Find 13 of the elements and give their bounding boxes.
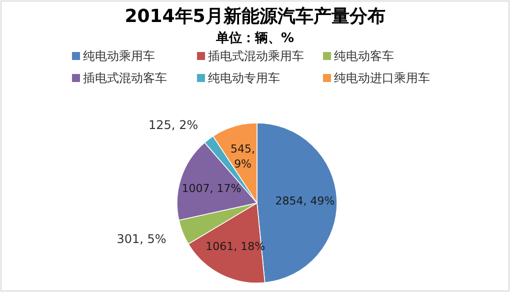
- data-label: 2854, 49%: [275, 194, 335, 208]
- data-label: 301, 5%: [116, 232, 166, 246]
- legend-label: 纯电动专用车: [208, 71, 280, 85]
- legend-label: 纯电动进口乘用车: [334, 71, 430, 85]
- chart-title: 2014年5月新能源汽车产量分布: [124, 6, 386, 27]
- data-label: 545, 9%: [230, 142, 256, 170]
- chart-subtitle: 单位：辆、%: [214, 30, 294, 46]
- data-label: 125, 2%: [148, 118, 198, 132]
- legend-label: 纯电动客车: [334, 49, 394, 63]
- legend-label: 插电式混动客车: [83, 71, 167, 85]
- data-label: 1007, 17%: [182, 182, 242, 195]
- legend-label: 纯电动乘用车: [83, 49, 155, 63]
- legend-label: 插电式混动乘用车: [208, 49, 304, 63]
